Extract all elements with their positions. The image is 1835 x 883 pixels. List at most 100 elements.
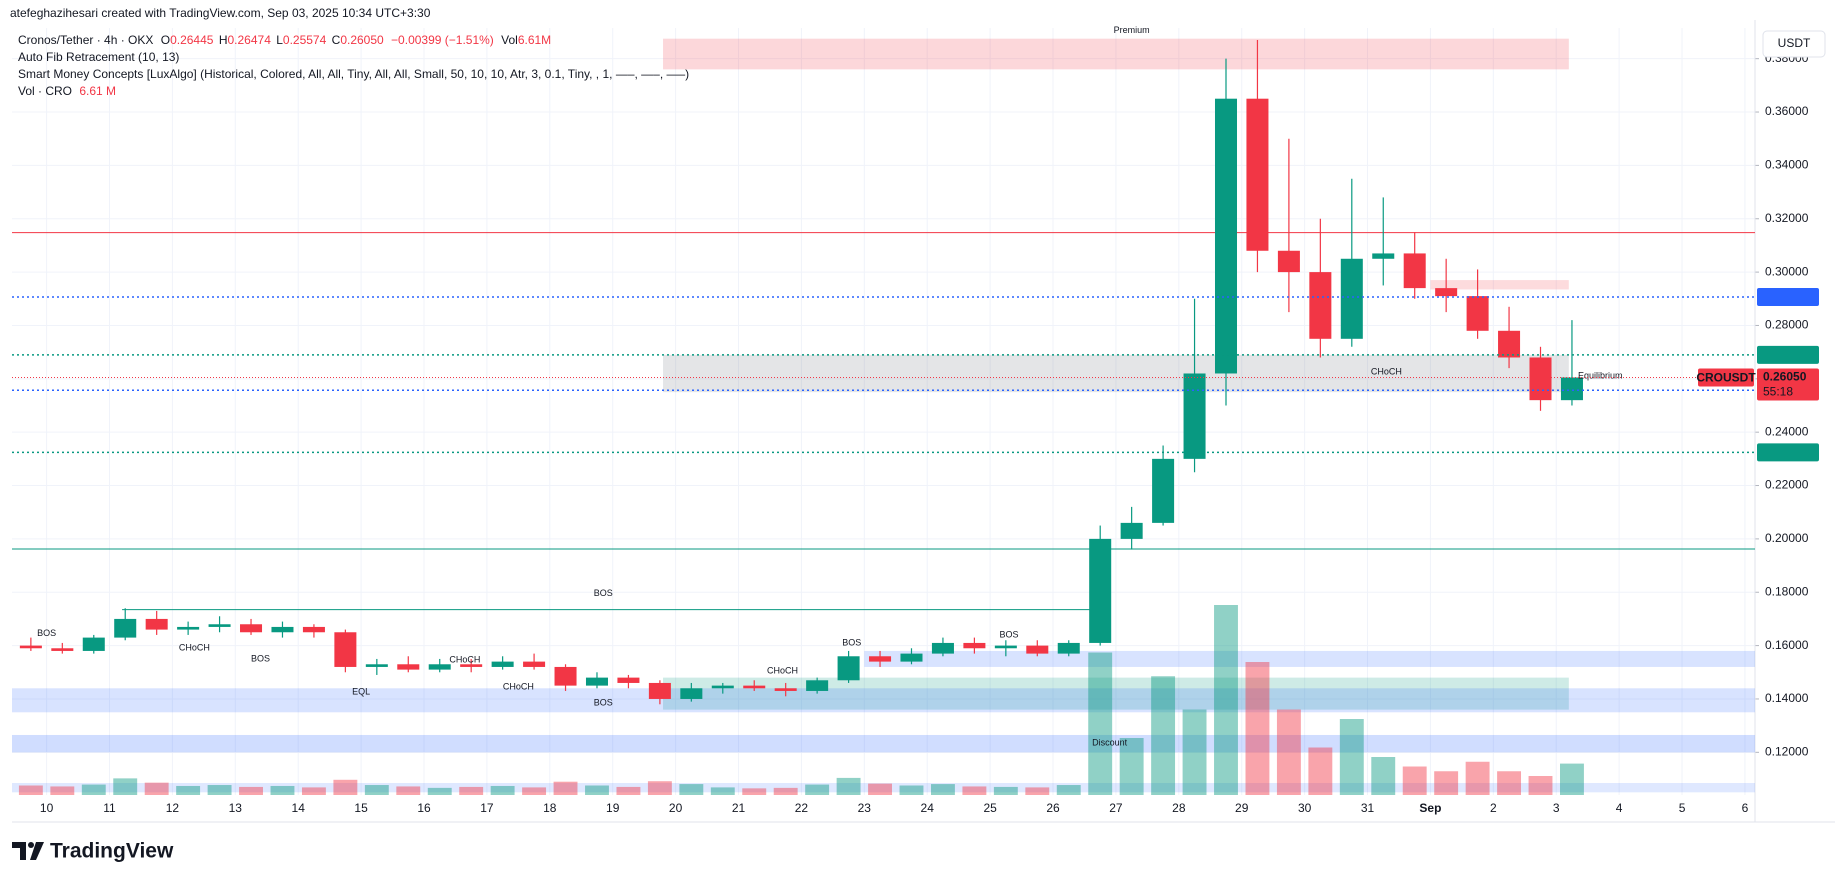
legend-line: Cronos/Tether · 4h · OKX O0.26445 H0.264…	[18, 33, 551, 47]
candle-body	[617, 677, 640, 683]
smc-label: BOS	[999, 629, 1018, 639]
y-tick-label: 0.34000	[1765, 158, 1809, 172]
zone	[663, 38, 1569, 70]
volume-bar	[868, 783, 892, 795]
x-tick-label: 3	[1553, 801, 1560, 815]
volume-bar	[1434, 771, 1459, 795]
candle-body	[114, 618, 137, 638]
y-tick-label: 0.36000	[1765, 104, 1809, 118]
x-tick-label: 6	[1742, 801, 1749, 815]
smc-label: Equilibrium	[1578, 371, 1623, 381]
zone	[12, 734, 1755, 753]
volume-bar	[647, 781, 672, 795]
candle-body	[1372, 253, 1395, 259]
zone	[663, 354, 1569, 393]
candle-body	[774, 688, 797, 691]
candle-body	[1152, 458, 1175, 523]
x-tick-label: 12	[166, 801, 180, 815]
indicator: Auto Fib Retracement (10, 13)	[18, 50, 179, 64]
x-tick-label: 24	[921, 801, 935, 815]
candle-body	[1246, 98, 1269, 251]
volume-bar	[836, 777, 861, 795]
last-name-box	[1698, 368, 1754, 387]
smc-label: Discount	[1092, 737, 1128, 747]
candle-body	[900, 653, 923, 662]
level-label-box	[1757, 288, 1819, 307]
last-price-box	[1757, 368, 1819, 401]
candle-body	[931, 642, 954, 654]
candle-body	[1183, 373, 1206, 459]
indicator: Smart Money Concepts [LuxAlgo] (Historic…	[18, 67, 689, 81]
volume-bar	[427, 787, 452, 795]
volume-bar	[270, 785, 295, 795]
x-tick-label: 21	[732, 801, 746, 815]
volume-bar	[679, 784, 704, 795]
candle-body	[963, 642, 986, 649]
x-tick-label: 22	[795, 801, 809, 815]
volume-bar	[1245, 662, 1270, 795]
volume-bar	[333, 779, 358, 795]
candle-body	[1403, 253, 1426, 289]
candle-body	[1340, 258, 1363, 339]
smc-label: BOS	[842, 637, 861, 647]
volume-bar	[50, 786, 75, 795]
y-tick-label: 0.22000	[1765, 478, 1809, 492]
x-tick-label: 20	[669, 801, 683, 815]
volume-bar	[1025, 787, 1050, 795]
x-tick-label: 27	[1109, 801, 1123, 815]
smc-label: CHoCH	[1371, 367, 1402, 377]
x-tick-label: 16	[417, 801, 431, 815]
zone	[12, 688, 1755, 713]
vol-key: Vol	[501, 33, 518, 47]
candle-body	[1466, 296, 1489, 331]
volume-bar	[18, 785, 43, 795]
candle-body	[1026, 645, 1049, 654]
candle-body	[397, 664, 420, 670]
last-name: CROUSDT	[1696, 371, 1756, 385]
brand-logo	[12, 842, 44, 860]
field-value: 0.26474	[227, 33, 271, 47]
x-tick-label: 10	[40, 801, 54, 815]
smc-label: BOS	[37, 628, 56, 638]
volume-bar	[930, 784, 955, 795]
x-tick-label: 30	[1298, 801, 1312, 815]
vol-value: 6.61M	[518, 33, 551, 47]
volume-bar	[1088, 652, 1113, 795]
candle-body	[145, 618, 168, 630]
smc-label: BOS	[251, 653, 270, 663]
candle-body	[869, 656, 892, 662]
smc-label: BOS	[594, 588, 613, 598]
candle-body	[1214, 98, 1238, 374]
volume-bar	[113, 778, 138, 795]
x-tick-label: 2	[1490, 801, 1497, 815]
volume-bar	[301, 787, 326, 795]
candle-body	[428, 664, 451, 670]
volume-bar	[1402, 766, 1427, 795]
volume-bar	[1528, 776, 1553, 795]
candle-body	[51, 648, 74, 651]
volume-bar	[1465, 761, 1490, 795]
candle-body	[994, 645, 1017, 649]
volume-bar	[553, 781, 578, 795]
volume-bar	[616, 786, 641, 795]
candle-body	[585, 677, 608, 686]
volume-bar	[1151, 676, 1176, 795]
y-tick-label: 0.20000	[1765, 531, 1809, 545]
candle-body	[1089, 538, 1112, 643]
smc-label: CHoCH	[503, 681, 534, 691]
candle-body	[19, 645, 42, 649]
currency[interactable]: USDT	[1778, 36, 1811, 50]
currency-button[interactable]	[1762, 30, 1826, 58]
volume-bar	[522, 787, 547, 795]
candle-body	[1309, 272, 1332, 339]
volume-bar	[1371, 757, 1396, 795]
field-key: O	[161, 33, 170, 47]
candle-body	[1120, 522, 1143, 539]
x-tick-label: 14	[292, 801, 306, 815]
field-value: 0.26050	[340, 33, 384, 47]
x-tick-label: 5	[1679, 801, 1686, 815]
volume-bar	[742, 788, 767, 795]
smc-label: Premium	[1114, 25, 1150, 35]
volume-bar	[1276, 709, 1301, 795]
zone	[864, 650, 1755, 667]
